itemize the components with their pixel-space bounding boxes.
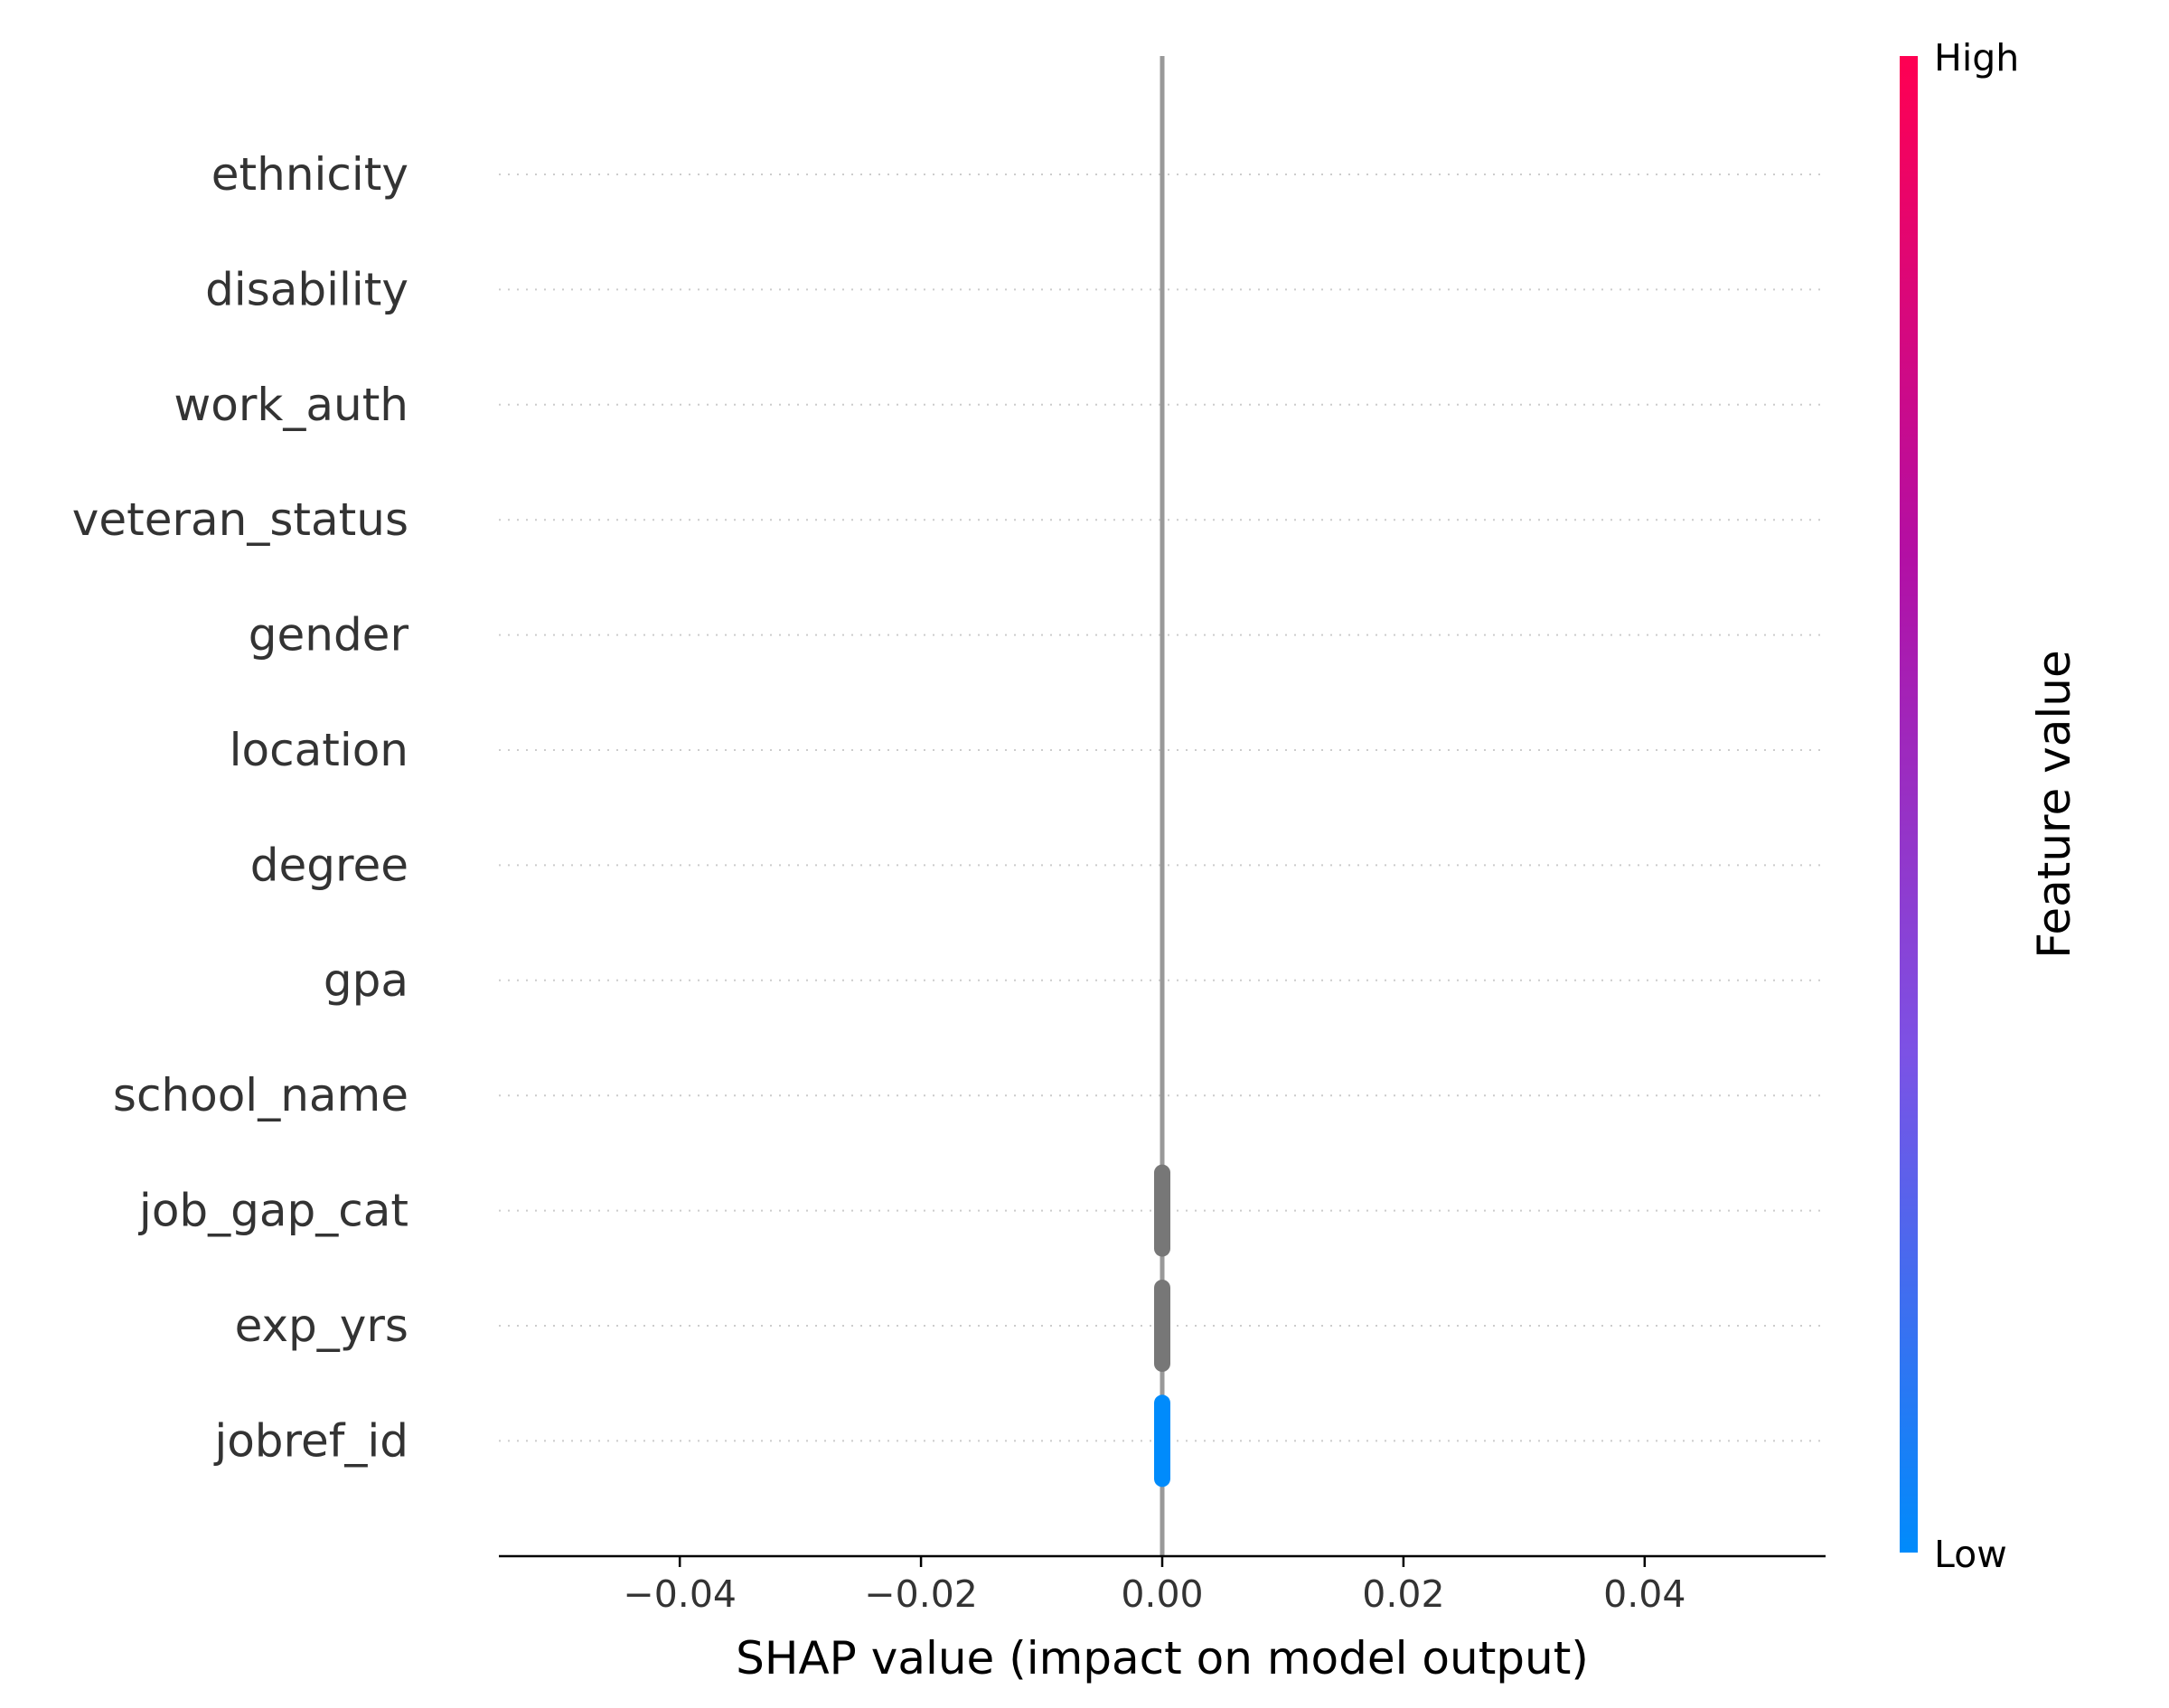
feature-label-degree: degree [250, 839, 408, 891]
x-tick-label: −0.02 [864, 1572, 978, 1616]
colorbar-title: Feature value [2028, 650, 2080, 958]
feature-label-jobref-id: jobref_id [213, 1414, 408, 1467]
feature-label-ethnicity: ethnicity [211, 148, 408, 201]
x-axis-ticks: −0.04 −0.02 0.00 0.02 0.04 [623, 1556, 1685, 1616]
x-axis-title: SHAP value (impact on model output) [736, 1632, 1589, 1685]
feature-label-school-name: school_name [113, 1069, 408, 1121]
colorbar-high-label: High [1934, 36, 2019, 80]
feature-label-gpa: gpa [324, 954, 408, 1007]
colorbar-low-label: Low [1934, 1533, 2007, 1576]
x-tick-label: 0.02 [1362, 1572, 1444, 1616]
feature-label-veteran-status: veteran_status [72, 493, 408, 546]
feature-label-location: location [230, 724, 408, 776]
feature-label-gender: gender [249, 609, 409, 662]
feature-labels: ethnicity disability work_auth veteran_stat… [72, 148, 409, 1467]
feature-label-exp-yrs: exp_yrs [235, 1300, 408, 1352]
x-tick-label: 0.00 [1121, 1572, 1203, 1616]
colorbar [1900, 56, 1918, 1553]
feature-label-disability: disability [205, 263, 408, 315]
x-tick-label: −0.04 [623, 1572, 737, 1616]
feature-label-job-gap-cat: job_gap_cat [138, 1185, 408, 1237]
x-tick-label: 0.04 [1603, 1572, 1685, 1616]
feature-label-work-auth: work_auth [174, 379, 408, 431]
